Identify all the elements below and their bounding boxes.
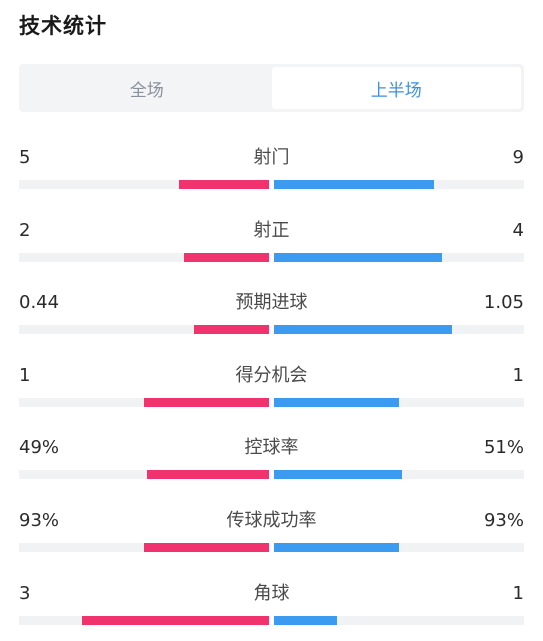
period-tabs: 全场 上半场 <box>19 64 524 112</box>
stat-row-big-chances: 1 得分机会 1 <box>19 364 524 408</box>
stat-label: 射正 <box>253 220 290 241</box>
away-value: 1 <box>512 583 524 604</box>
home-value: 93% <box>19 510 60 531</box>
stat-row-pass-accuracy: 93% 传球成功率 93% <box>19 509 524 553</box>
away-bar <box>274 616 337 625</box>
away-bar-track <box>274 325 524 334</box>
home-bar <box>184 253 269 262</box>
stat-row-shots-on-target: 2 射正 4 <box>19 219 524 263</box>
home-bar-track <box>19 616 269 625</box>
home-bar-track <box>19 325 269 334</box>
home-bar-track <box>19 180 269 189</box>
stat-row-shots: 5 射门 9 <box>19 146 524 190</box>
away-value: 1 <box>512 365 524 386</box>
home-bar <box>144 543 269 552</box>
away-bar-track <box>274 470 524 479</box>
stat-row-corners: 3 角球 1 <box>19 582 524 626</box>
away-value: 51% <box>483 437 524 458</box>
stat-label: 得分机会 <box>235 365 308 386</box>
home-value: 5 <box>19 147 31 168</box>
away-bar-track <box>274 253 524 262</box>
home-bar <box>146 470 269 479</box>
home-value: 49% <box>19 437 60 458</box>
home-bar <box>194 325 269 334</box>
stat-label: 射门 <box>253 147 290 168</box>
stat-row-expected-goals: 0.44 预期进球 1.05 <box>19 291 524 335</box>
away-bar <box>274 470 402 479</box>
away-value: 4 <box>512 220 524 241</box>
tab-first-half[interactable]: 上半场 <box>271 67 521 109</box>
away-bar <box>274 253 442 262</box>
home-value: 2 <box>19 220 31 241</box>
away-bar <box>274 398 399 407</box>
stat-label: 控球率 <box>244 437 299 458</box>
away-value: 9 <box>512 147 524 168</box>
home-bar-track <box>19 253 269 262</box>
page-title: 技术统计 <box>19 14 107 38</box>
stat-label: 传球成功率 <box>226 510 317 531</box>
home-value: 3 <box>19 583 31 604</box>
away-value: 1.05 <box>483 292 524 313</box>
away-value: 93% <box>483 510 524 531</box>
away-bar-track <box>274 616 524 625</box>
home-value: 0.44 <box>19 292 60 313</box>
away-bar <box>274 543 399 552</box>
home-bar-track <box>19 543 269 552</box>
home-bar <box>179 180 269 189</box>
home-bar <box>81 616 269 625</box>
away-bar-track <box>274 398 524 407</box>
home-bar-track <box>19 470 269 479</box>
home-bar <box>144 398 269 407</box>
stat-label: 预期进球 <box>235 292 308 313</box>
away-bar <box>274 325 452 334</box>
tab-full-match[interactable]: 全场 <box>129 80 164 101</box>
home-bar-track <box>19 398 269 407</box>
away-bar-track <box>274 180 524 189</box>
home-value: 1 <box>19 365 31 386</box>
away-bar-track <box>274 543 524 552</box>
away-bar <box>274 180 434 189</box>
stat-label: 角球 <box>253 583 290 604</box>
stat-row-possession: 49% 控球率 51% <box>19 436 524 480</box>
